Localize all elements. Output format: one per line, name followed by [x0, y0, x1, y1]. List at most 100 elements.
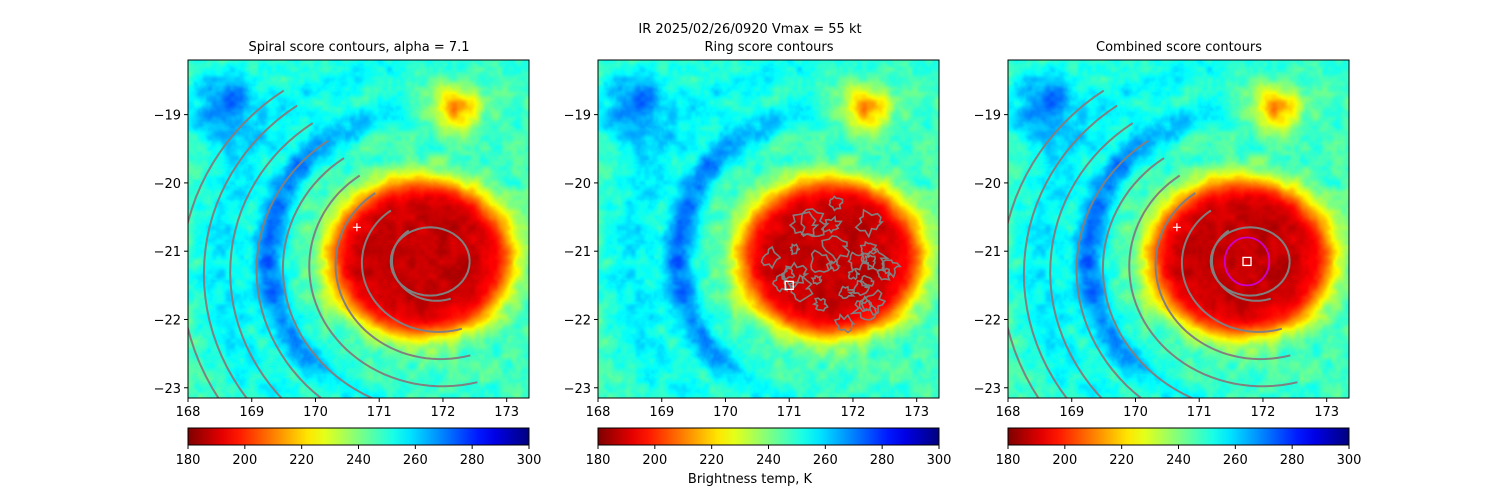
panel-title-ring: Ring score contours [704, 40, 834, 55]
colorbar [187, 427, 530, 446]
ring-contour [782, 267, 796, 280]
axes-frame [187, 59, 530, 399]
colorbar [597, 427, 940, 446]
ring-contour [854, 208, 884, 239]
panel-title-spiral: Spiral score contours, alpha = 7.1 [248, 40, 470, 55]
ring-contour [760, 245, 782, 270]
ring-contour [788, 211, 820, 238]
colorbar-tick-label: 240 [346, 453, 371, 468]
x-tick-label: 170 [1123, 405, 1148, 420]
colorbar-tick-label: 200 [1052, 453, 1077, 468]
figure-title: IR 2025/02/26/0920 Vmax = 55 kt [638, 22, 862, 37]
ring-contour [858, 288, 886, 317]
y-tick-label: −19 [564, 109, 591, 124]
x-tick-label: 171 [1187, 405, 1212, 420]
colorbar-tick-label: 300 [927, 453, 952, 468]
ring-contour [838, 285, 856, 299]
spiral-contour [334, 192, 471, 361]
ring-contour [860, 248, 890, 272]
ring-contour [828, 259, 842, 272]
spiral-contour [229, 122, 314, 398]
x-tick-label: 172 [1251, 405, 1276, 420]
axes-frame [1007, 59, 1350, 399]
y-tick-label: −23 [154, 382, 181, 397]
ring-contour [788, 274, 814, 303]
y-tick-label: −20 [974, 177, 1001, 192]
colorbar-tick-label: 220 [699, 453, 724, 468]
panel-1: 168 169 170 171 172 173 −19 −20 −21 −22 −23 180 200 2… [564, 59, 952, 468]
panel-0: 168 169 170 171 172 173 −19 −20 −21 −22 −23 180 200 2… [154, 59, 542, 468]
ring-contour [881, 259, 902, 279]
colorbar-tick-label: 300 [517, 453, 542, 468]
x-tick-label: 171 [367, 405, 392, 420]
y-tick-label: −23 [974, 382, 1001, 397]
panel-title-combined: Combined score contours [1096, 40, 1262, 55]
center-marker [784, 280, 794, 290]
x-tick-label: 172 [841, 405, 866, 420]
spiral-contour [308, 174, 478, 388]
panel-2: 168 169 170 171 172 173 −19 −20 −21 −22 −23 180 200 2… [974, 59, 1362, 468]
colorbar-tick-label: 280 [1280, 453, 1305, 468]
ring-contour [810, 275, 823, 286]
y-tick-label: −22 [564, 313, 591, 328]
ring-contour [828, 195, 844, 212]
x-tick-label: 168 [176, 405, 201, 420]
ring-contour [810, 249, 833, 274]
spiral-contour [1049, 122, 1134, 398]
colorbar-tick-label: 240 [1166, 453, 1191, 468]
x-tick-label: 173 [494, 405, 519, 420]
spiral-contour [202, 104, 298, 398]
colorbar-tick-label: 280 [870, 453, 895, 468]
colorbar-tick-label: 220 [289, 453, 314, 468]
y-tick-label: −21 [974, 245, 1001, 260]
colorbar-tick-label: 260 [1223, 453, 1248, 468]
y-tick-label: −22 [974, 313, 1001, 328]
ring-contour [847, 251, 867, 272]
ring-contour [820, 215, 843, 234]
x-tick-label: 169 [239, 405, 264, 420]
y-tick-label: −23 [564, 382, 591, 397]
spiral-contour [1008, 89, 1105, 398]
y-tick-label: −20 [154, 177, 181, 192]
x-tick-label: 170 [713, 405, 738, 420]
ring-contour [800, 208, 830, 238]
spiral-contour [360, 209, 463, 333]
x-tick-label: 172 [431, 405, 456, 420]
colorbar-tick-label: 220 [1109, 453, 1134, 468]
spiral-contour [1101, 157, 1195, 398]
ring-contour [876, 267, 893, 281]
ring-contour [789, 243, 801, 256]
y-tick-label: −22 [154, 313, 181, 328]
y-tick-label: −21 [154, 245, 181, 260]
contour-group [760, 195, 902, 334]
ring-contour [853, 279, 871, 297]
spiral-contour [1128, 174, 1298, 388]
x-tick-label: 170 [303, 405, 328, 420]
ring-contour [833, 313, 856, 334]
spiral-contour [389, 226, 471, 297]
colorbar-tick-label: 180 [586, 453, 611, 468]
colorbar-tick-label: 300 [1337, 453, 1362, 468]
x-tick-label: 168 [996, 405, 1021, 420]
x-tick-label: 171 [777, 405, 802, 420]
center-marker [352, 223, 361, 232]
spiral-contour [188, 89, 285, 398]
spiral-contour [1022, 104, 1118, 398]
spiral-contour [1075, 139, 1149, 398]
ir-heatmap [1008, 60, 1349, 398]
ring-fit-circle [1223, 236, 1271, 287]
spiral-contour [1209, 226, 1291, 297]
ring-contour [811, 297, 829, 312]
contour-group [1008, 89, 1298, 398]
spiral-contour [281, 157, 375, 398]
colorbar [1007, 427, 1350, 446]
ir-heatmap [188, 60, 529, 398]
colorbar-label: Brightness temp, K [687, 472, 813, 487]
ring-contour [847, 268, 861, 281]
axes-frame [597, 59, 940, 399]
spiral-contour [1180, 209, 1283, 333]
y-tick-label: −19 [974, 109, 1001, 124]
y-tick-label: −19 [154, 109, 181, 124]
colorbar-tick-label: 200 [232, 453, 257, 468]
